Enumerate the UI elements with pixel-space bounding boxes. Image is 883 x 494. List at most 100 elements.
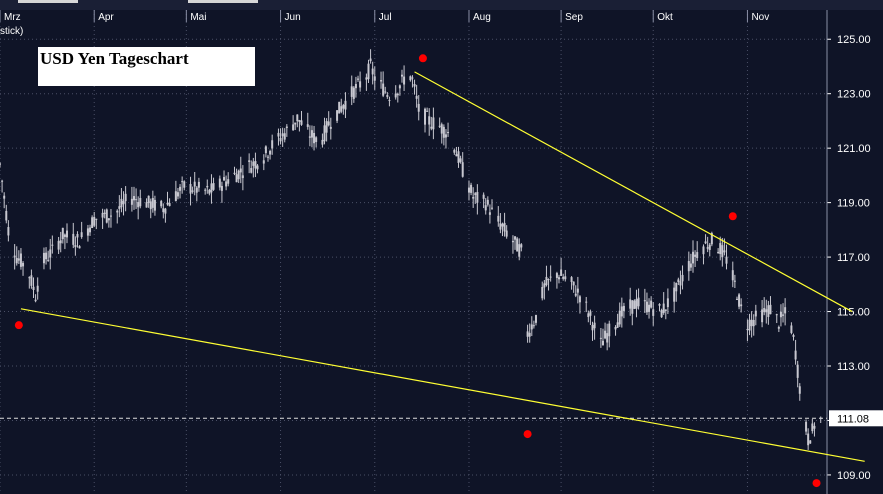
candle-body xyxy=(578,296,581,303)
x-tick-label: Jun xyxy=(285,12,301,23)
candle-body xyxy=(120,198,123,208)
candle-body xyxy=(130,198,133,205)
x-axis-ticks: Mrz Apr Mai Jun Jul Aug Sep Okt Nov xyxy=(0,10,769,23)
candle-body xyxy=(254,160,257,169)
candle-body xyxy=(637,297,640,307)
candle-body xyxy=(660,309,663,318)
candle-body xyxy=(725,256,728,264)
candle-body xyxy=(633,300,636,309)
candle-body xyxy=(532,325,535,327)
candle-body xyxy=(51,244,54,246)
candle-body xyxy=(472,197,475,199)
x-tick-label: Okt xyxy=(657,12,673,23)
candle-body xyxy=(813,425,816,429)
candle-body xyxy=(679,281,682,286)
candle-body xyxy=(763,308,766,313)
candle-body xyxy=(162,208,165,213)
candle-body xyxy=(149,201,152,210)
candle-body xyxy=(59,240,62,244)
y-tick-label: 125.00 xyxy=(837,34,871,46)
candle-body xyxy=(233,172,236,174)
candle-body xyxy=(350,86,353,97)
candle-body xyxy=(262,160,265,164)
candle-body xyxy=(294,122,297,125)
candle-body xyxy=(329,126,332,129)
candle-body xyxy=(327,121,330,126)
candle-body xyxy=(369,58,372,62)
candle-body xyxy=(137,202,140,208)
candle-body xyxy=(608,323,611,337)
candle-body xyxy=(174,191,177,202)
candle-body xyxy=(643,300,646,302)
candle-body xyxy=(461,162,464,177)
chart-title: USD Yen Tageschart xyxy=(40,49,189,68)
candle-body xyxy=(704,241,707,244)
candle-body xyxy=(34,299,37,302)
candle-body xyxy=(784,307,787,314)
candlesticks xyxy=(0,49,822,450)
candle-body xyxy=(0,163,1,165)
candle-body xyxy=(447,132,450,134)
candle-body xyxy=(794,350,797,360)
candle-body xyxy=(195,187,198,193)
candle-body xyxy=(86,228,89,236)
grid-lines xyxy=(0,10,827,494)
candle-body xyxy=(208,189,211,194)
candle-body xyxy=(591,324,594,331)
candle-body xyxy=(135,199,138,201)
candle-body xyxy=(235,174,238,183)
candle-body xyxy=(652,309,655,316)
candle-body xyxy=(359,81,362,88)
candle-body xyxy=(47,259,50,261)
toolbar-control[interactable] xyxy=(188,0,258,3)
x-tick-label: Nov xyxy=(751,12,769,23)
candle-body xyxy=(80,232,83,238)
candle-body xyxy=(57,240,60,250)
candle-body xyxy=(220,185,223,191)
candle-body xyxy=(526,331,529,337)
candle-body xyxy=(635,298,638,309)
candle-body xyxy=(572,281,575,286)
candle-body xyxy=(354,84,357,89)
x-tick-label: Aug xyxy=(473,12,491,23)
candle-body xyxy=(89,227,92,233)
x-tick-label: Mai xyxy=(190,12,206,23)
y-tick-label: 109.00 xyxy=(837,470,871,482)
candle-body xyxy=(779,311,782,318)
candle-body xyxy=(767,305,770,317)
candle-body xyxy=(63,234,66,237)
candle-body xyxy=(721,245,724,258)
y-tick-label: 115.00 xyxy=(837,307,870,319)
candle-body xyxy=(417,103,420,112)
candle-body xyxy=(264,146,267,154)
candle-body xyxy=(511,240,514,243)
candle-body xyxy=(558,277,561,280)
candle-body xyxy=(518,244,521,257)
candle-body xyxy=(179,186,182,191)
candle-body xyxy=(411,77,414,79)
candle-body xyxy=(629,299,632,309)
candle-body xyxy=(750,319,753,327)
candle-body xyxy=(338,101,341,114)
toolbar-control[interactable] xyxy=(18,0,78,3)
candle-body xyxy=(564,276,567,280)
current-price-badge xyxy=(829,410,883,427)
candle-body xyxy=(78,246,81,249)
candle-body xyxy=(237,170,240,180)
candle-body xyxy=(321,139,324,145)
candle-body xyxy=(719,243,722,255)
pivot-marker xyxy=(523,430,532,439)
candle-body xyxy=(193,181,196,187)
pivot-marker xyxy=(418,54,427,63)
candle-body xyxy=(432,117,435,130)
pivot-marker xyxy=(14,321,23,330)
candle-body xyxy=(206,185,209,188)
candle-body xyxy=(7,227,10,236)
candle-body xyxy=(534,315,537,323)
candle-body xyxy=(807,433,810,446)
candle-body xyxy=(225,181,228,187)
candle-body xyxy=(675,282,678,292)
candle-body xyxy=(252,161,255,166)
candle-body xyxy=(403,76,406,85)
